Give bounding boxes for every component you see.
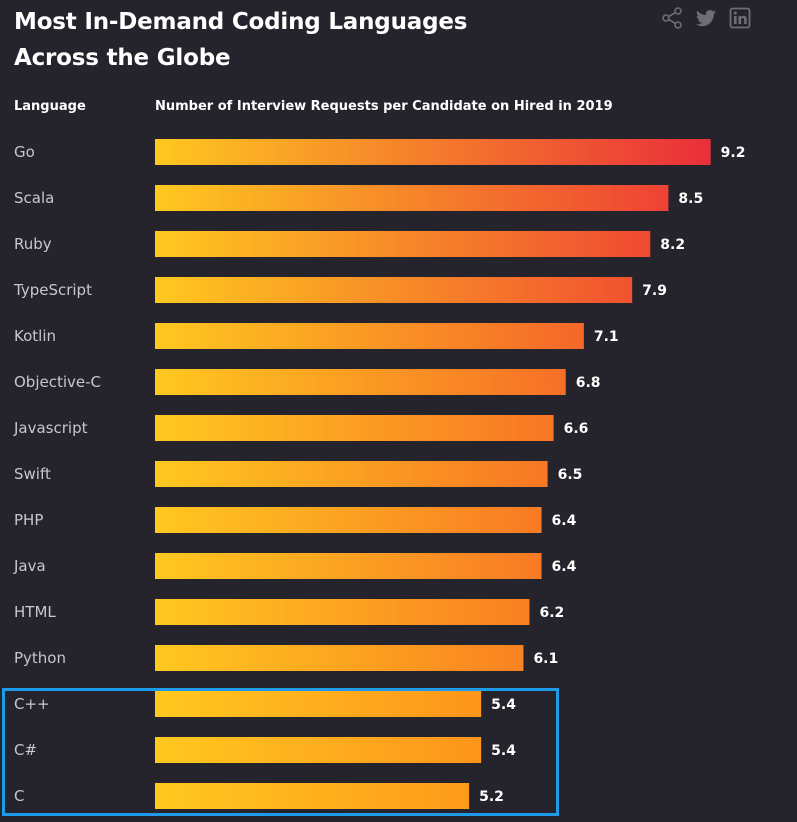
value-label: 5.4 [491,697,516,713]
bar[interactable] [155,507,542,533]
bar[interactable] [155,369,566,395]
category-label: Kotlin [14,327,56,345]
value-label: 6.6 [564,421,589,437]
value-label: 5.2 [479,789,504,805]
category-label: HTML [14,603,56,621]
bar[interactable] [155,737,482,763]
value-label: 8.5 [678,191,703,207]
bar[interactable] [155,645,524,671]
column-header-metric: Number of Interview Requests per Candida… [155,99,613,114]
column-header-language: Language [14,99,86,114]
chart-title-line-2: Across the Globe [14,45,231,71]
bars-group: Go 9.2 Scala 8.5 Ruby 8.2 TypeScript 7.9 Kotlin 7… [13,139,745,809]
bar[interactable] [155,461,548,487]
value-label: 6.8 [576,375,601,391]
value-label: 6.5 [558,467,583,483]
bar[interactable] [155,691,482,717]
category-label: Javascript [13,419,88,437]
share-icon[interactable] [660,6,684,30]
category-label: Java [13,557,46,575]
category-label: Swift [14,465,51,483]
bar[interactable] [155,323,584,349]
bar[interactable] [155,277,633,303]
category-label: Go [14,143,35,161]
value-label: 9.2 [721,145,746,161]
category-label: TypeScript [13,281,92,299]
chart-title-line-1: Most In-Demand Coding Languages [14,9,468,35]
bar[interactable] [155,415,554,441]
category-label: C [14,787,24,805]
category-label: Python [14,649,66,667]
share-bar [660,6,752,30]
bar[interactable] [155,231,651,257]
value-label: 6.4 [552,513,577,529]
value-label: 8.2 [660,237,685,253]
value-label: 7.1 [594,329,619,345]
bar[interactable] [155,139,711,165]
bar[interactable] [155,553,542,579]
twitter-icon[interactable] [694,6,718,30]
value-label: 6.1 [533,651,558,667]
bar[interactable] [155,783,470,809]
category-label: Objective-C [14,373,101,391]
category-label: Scala [14,189,54,207]
value-label: 6.4 [552,559,577,575]
value-label: 5.4 [491,743,516,759]
value-label: 7.9 [642,283,667,299]
category-label: C# [14,741,37,759]
bar[interactable] [155,599,530,625]
category-label: PHP [14,511,43,529]
value-label: 6.2 [539,605,564,621]
category-label: C++ [14,695,50,713]
linkedin-icon[interactable] [728,6,752,30]
chart-title: Most In-Demand Coding Languages Across t… [14,4,574,76]
bar[interactable] [155,185,669,211]
category-label: Ruby [14,235,52,253]
